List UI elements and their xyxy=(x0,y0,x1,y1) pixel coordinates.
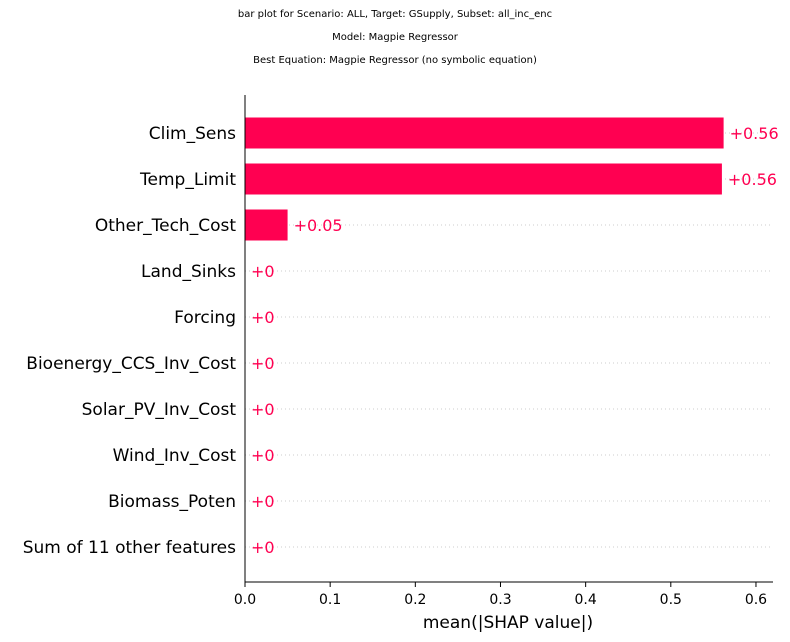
bar xyxy=(245,117,724,149)
value-label: +0 xyxy=(251,446,275,465)
y-tick-label: Forcing xyxy=(174,308,236,328)
value-label: +0 xyxy=(251,308,275,327)
x-axis-label: mean(|SHAP value|) xyxy=(423,613,593,633)
value-label: +0 xyxy=(251,262,275,281)
x-tick-label: 0.1 xyxy=(319,592,341,608)
y-tick-label: Other_Tech_Cost xyxy=(95,216,236,236)
x-ticks: 0.0 0.1 0.2 0.3 0.4 0.5 0.6 xyxy=(234,582,767,608)
y-tick-label: Clim_Sens xyxy=(149,124,236,144)
value-label: +0 xyxy=(251,492,275,511)
value-labels: +0.56 +0.56 +0.05 +0 +0 +0 +0 +0 +0 +0 xyxy=(251,124,779,557)
value-label: +0 xyxy=(251,354,275,373)
value-label: +0 xyxy=(251,538,275,557)
bars xyxy=(245,117,724,241)
value-label: +0.05 xyxy=(294,216,343,235)
bar xyxy=(245,163,722,195)
y-tick-label: Land_Sinks xyxy=(141,262,236,282)
y-tick-label: Solar_PV_Inv_Cost xyxy=(82,400,237,420)
y-tick-label: Bioenergy_CCS_Inv_Cost xyxy=(26,354,236,374)
x-tick-label: 0.2 xyxy=(404,592,426,608)
value-label: +0.56 xyxy=(730,124,779,143)
row-gridlines xyxy=(245,132,773,548)
x-tick-label: 0.5 xyxy=(660,592,682,608)
y-tick-label: Temp_Limit xyxy=(139,170,236,190)
x-tick-label: 0.0 xyxy=(234,592,256,608)
y-tick-label: Sum of 11 other features xyxy=(23,538,236,558)
y-tick-label: Biomass_Poten xyxy=(108,492,236,512)
x-tick-label: 0.4 xyxy=(575,592,597,608)
y-tick-labels: Clim_Sens Temp_Limit Other_Tech_Cost Land_S… xyxy=(23,124,237,558)
chart-title-line-1: bar plot for Scenario: ALL, Target: GSup… xyxy=(237,9,553,20)
x-tick-label: 0.6 xyxy=(745,592,767,608)
y-tick-label: Wind_Inv_Cost xyxy=(113,446,237,466)
value-label: +0 xyxy=(251,400,275,419)
x-tick-label: 0.3 xyxy=(489,592,511,608)
value-label: +0.56 xyxy=(728,170,777,189)
bar xyxy=(245,209,288,241)
chart-title-line-3: Best Equation: Magpie Regressor (no symb… xyxy=(253,55,537,66)
chart-title-line-2: Model: Magpie Regressor xyxy=(332,32,458,43)
